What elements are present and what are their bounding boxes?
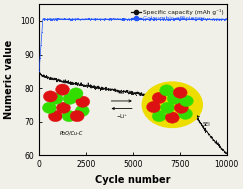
Circle shape	[62, 111, 76, 122]
Y-axis label: Numeric value: Numeric value	[4, 40, 14, 119]
Circle shape	[56, 84, 69, 95]
Circle shape	[167, 93, 181, 104]
X-axis label: Cycle number: Cycle number	[95, 175, 171, 185]
Circle shape	[161, 102, 174, 113]
Text: SEI: SEI	[197, 116, 210, 127]
Circle shape	[70, 111, 84, 122]
Circle shape	[57, 102, 70, 113]
Text: PbO/Cu-C: PbO/Cu-C	[60, 130, 84, 135]
Circle shape	[48, 111, 62, 122]
Circle shape	[174, 102, 188, 113]
Circle shape	[43, 91, 57, 102]
Circle shape	[152, 92, 166, 104]
Circle shape	[165, 112, 179, 123]
Circle shape	[160, 85, 174, 96]
Circle shape	[43, 102, 56, 113]
Ellipse shape	[142, 82, 202, 127]
Circle shape	[49, 93, 63, 104]
Legend: Specific capacity (mAh g⁻¹), Coloumbic efficiency: Specific capacity (mAh g⁻¹), Coloumbic e…	[131, 9, 224, 21]
Circle shape	[173, 87, 187, 98]
Circle shape	[147, 101, 160, 113]
Text: −Li⁺: −Li⁺	[116, 114, 127, 119]
Circle shape	[76, 96, 90, 107]
Circle shape	[152, 111, 166, 122]
Circle shape	[63, 93, 77, 104]
Circle shape	[179, 95, 193, 107]
Circle shape	[75, 105, 89, 116]
Circle shape	[179, 108, 192, 119]
Text: +Li⁺: +Li⁺	[116, 90, 127, 95]
Circle shape	[69, 88, 83, 99]
